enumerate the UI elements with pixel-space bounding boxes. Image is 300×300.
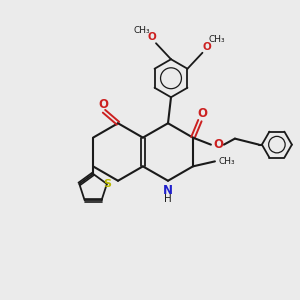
Text: CH₃: CH₃: [134, 26, 150, 35]
Text: O: O: [148, 32, 156, 42]
Text: CH₃: CH₃: [208, 35, 225, 44]
Text: O: O: [98, 98, 108, 111]
Text: S: S: [103, 179, 111, 189]
Text: N: N: [163, 184, 173, 197]
Text: O: O: [197, 107, 207, 120]
Text: CH₃: CH₃: [219, 157, 235, 166]
Text: O: O: [213, 138, 223, 151]
Text: H: H: [164, 194, 172, 204]
Text: O: O: [202, 42, 211, 52]
